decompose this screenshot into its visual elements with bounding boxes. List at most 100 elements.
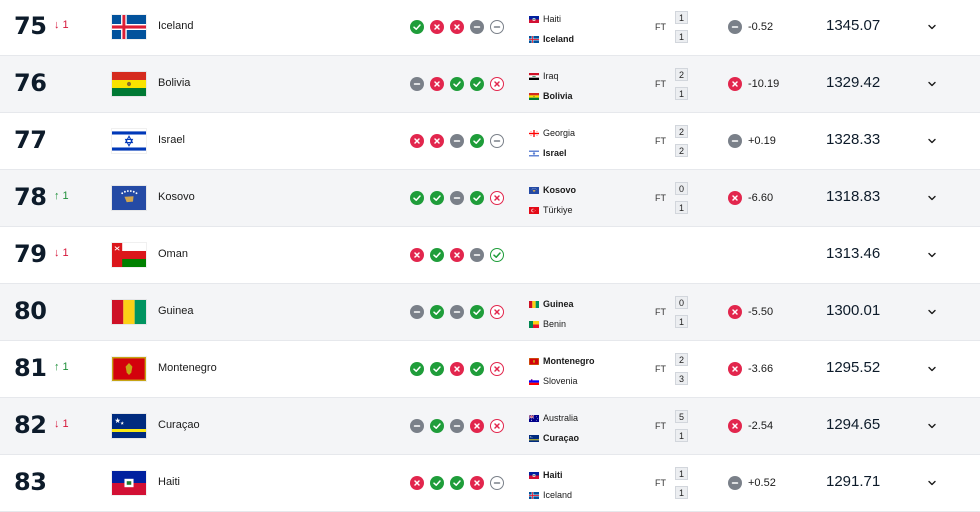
- team-flag: [529, 35, 539, 43]
- next-result-win-icon: [490, 248, 504, 262]
- draw-icon: [470, 20, 484, 34]
- table-row[interactable]: 82 ↓ 1 Curaçao Australia Curaçao FT 5 1 -2.54 129…: [0, 398, 980, 455]
- points-change: +0.52: [728, 476, 776, 490]
- table-row[interactable]: 75 ↓ 1 Iceland Haiti Iceland FT 1 1 -0.52 1345.07: [0, 0, 980, 56]
- total-points: 1329.42: [826, 74, 881, 91]
- away-team-name: Türkiye: [543, 205, 573, 215]
- table-row[interactable]: 79 ↓ 1 Oman 1313.46: [0, 227, 980, 284]
- table-row[interactable]: 77 Israel Georgia Israel FT 2 2 +0.19 1328.33: [0, 113, 980, 170]
- chevron-down-icon[interactable]: [926, 78, 938, 90]
- points-change: -5.50: [728, 305, 773, 319]
- rank-change-down: ↓ 1: [54, 418, 69, 430]
- home-score: 0: [675, 182, 688, 195]
- country-name[interactable]: Curaçao: [158, 419, 200, 431]
- country-name[interactable]: Israel: [158, 134, 185, 146]
- total-points: 1313.46: [826, 245, 881, 262]
- away-team: Iceland: [529, 29, 649, 49]
- chevron-down-icon[interactable]: [926, 477, 938, 489]
- latest-match[interactable]: Guinea Benin: [529, 294, 649, 334]
- away-score: 1: [675, 30, 688, 43]
- draw-icon: [728, 20, 742, 34]
- recent-form: [410, 134, 504, 148]
- rank-number: 77: [14, 126, 47, 154]
- country-flag: [112, 186, 146, 210]
- away-team-name: Iceland: [543, 490, 573, 500]
- points-change: +0.19: [728, 134, 776, 148]
- chevron-down-icon[interactable]: [926, 306, 938, 318]
- draw-icon: [470, 248, 484, 262]
- team-flag: [529, 186, 539, 194]
- chevron-down-icon[interactable]: [926, 192, 938, 204]
- country-name[interactable]: Oman: [158, 248, 188, 260]
- points-change-value: -6.60: [748, 192, 774, 204]
- latest-match[interactable]: Iraq Bolivia: [529, 66, 649, 106]
- latest-match[interactable]: Haiti Iceland: [529, 465, 649, 505]
- home-team: Guinea: [529, 294, 649, 314]
- rank-number: 83: [14, 468, 47, 496]
- chevron-down-icon[interactable]: [926, 249, 938, 261]
- latest-match[interactable]: Georgia Israel: [529, 123, 649, 163]
- latest-match[interactable]: Kosovo Türkiye: [529, 180, 649, 220]
- home-team-name: Iraq: [543, 71, 559, 81]
- chevron-down-icon[interactable]: [926, 21, 938, 33]
- loss-icon: [728, 191, 742, 205]
- chevron-down-icon[interactable]: [926, 363, 938, 375]
- win-icon: [470, 134, 484, 148]
- table-row[interactable]: 80 Guinea Guinea Benin FT 0 1 -5.50 1300.01: [0, 284, 980, 341]
- country-flag: [112, 357, 146, 381]
- draw-icon: [450, 305, 464, 319]
- home-team: Kosovo: [529, 180, 649, 200]
- win-icon: [430, 419, 444, 433]
- loss-icon: [728, 419, 742, 433]
- away-score: 3: [675, 372, 688, 385]
- country-name[interactable]: Kosovo: [158, 191, 195, 203]
- country-name[interactable]: Montenegro: [158, 362, 217, 374]
- recent-form: [410, 419, 504, 433]
- table-row[interactable]: 76 Bolivia Iraq Bolivia FT 2 1 -10.19 1329.42: [0, 56, 980, 113]
- country-name[interactable]: Guinea: [158, 305, 194, 317]
- home-team-name: Haiti: [543, 470, 563, 480]
- win-icon: [450, 476, 464, 490]
- country-name[interactable]: Bolivia: [158, 77, 191, 89]
- next-result-loss-icon: [490, 305, 504, 319]
- win-icon: [430, 191, 444, 205]
- rank-number: 80: [14, 297, 47, 325]
- loss-icon: [410, 248, 424, 262]
- country-flag: [112, 471, 146, 495]
- country-name[interactable]: Haiti: [158, 476, 181, 488]
- team-flag: [529, 320, 539, 328]
- next-result-draw-icon: [490, 20, 504, 34]
- country-flag: [112, 414, 146, 438]
- country-name[interactable]: Iceland: [158, 20, 194, 32]
- points-change-value: -3.66: [748, 363, 774, 375]
- home-team: Montenegro: [529, 351, 649, 371]
- win-icon: [470, 77, 484, 91]
- table-row[interactable]: 83 Haiti Haiti Iceland FT 1 1 +0.52 1291.71: [0, 455, 980, 512]
- table-row[interactable]: 78 ↑ 1 Kosovo Kosovo Türkiye FT 0 1 -6.60 1318.83: [0, 170, 980, 227]
- away-team-name: Benin: [543, 319, 567, 329]
- table-row[interactable]: 81 ↑ 1 Montenegro Montenegro Slovenia FT 2 3 -3.…: [0, 341, 980, 398]
- next-result-draw-icon: [490, 134, 504, 148]
- points-change: -2.54: [728, 419, 773, 433]
- rank-change-up: ↑ 1: [54, 190, 69, 202]
- latest-match[interactable]: Montenegro Slovenia: [529, 351, 649, 391]
- loss-icon: [728, 362, 742, 376]
- recent-form: [410, 191, 504, 205]
- latest-match[interactable]: Australia Curaçao: [529, 408, 649, 448]
- team-flag: [529, 491, 539, 499]
- full-time-label: FT: [655, 193, 666, 203]
- loss-icon: [470, 476, 484, 490]
- home-score: 1: [675, 467, 688, 480]
- home-team: Australia: [529, 408, 649, 428]
- away-score: 1: [675, 315, 688, 328]
- rank-number: 82: [14, 411, 47, 439]
- recent-form: [410, 476, 504, 490]
- chevron-down-icon[interactable]: [926, 420, 938, 432]
- away-team: Curaçao: [529, 428, 649, 448]
- away-score: 1: [675, 486, 688, 499]
- latest-match[interactable]: Haiti Iceland: [529, 9, 649, 49]
- chevron-down-icon[interactable]: [926, 135, 938, 147]
